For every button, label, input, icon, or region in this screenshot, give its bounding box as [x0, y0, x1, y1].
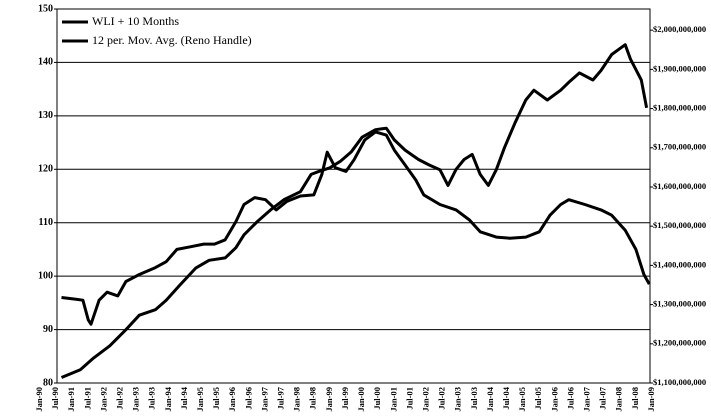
x-tick-label: Jan-93 — [131, 387, 141, 412]
legend-label: WLI + 10 Months — [92, 14, 179, 28]
x-tick-label: Jan-90 — [34, 387, 44, 412]
x-tick-label: Jul-99 — [340, 387, 350, 410]
x-tick-label: Jan-07 — [582, 386, 592, 411]
y2-tick-label: $1,500,000,000 — [653, 220, 706, 230]
y-tick-label: 110 — [39, 217, 53, 228]
y-tick-label: 90 — [43, 324, 53, 335]
x-tick-label: Jul-04 — [501, 386, 511, 409]
x-tick-label: Jul-96 — [243, 387, 253, 410]
y2-tick-label: $1,400,000,000 — [653, 259, 706, 269]
x-tick-label: Jul-98 — [308, 387, 318, 410]
x-tick-label: Jan-92 — [98, 387, 108, 412]
x-tick-label: Jan-04 — [485, 386, 495, 411]
x-tick-label: Jul-02 — [437, 387, 447, 410]
x-tick-label: Jan-97 — [259, 386, 269, 411]
x-tick-label: Jan-96 — [227, 387, 237, 412]
x-tick-label: Jul-05 — [533, 387, 543, 410]
x-tick-label: Jan-05 — [517, 387, 527, 412]
series-line — [61, 130, 651, 326]
y-tick-label: 150 — [38, 3, 53, 14]
x-tick-label: Jul-94 — [179, 386, 189, 409]
x-tick-label: Jul-07 — [598, 386, 608, 409]
x-tick-label: Jul-93 — [147, 387, 157, 410]
x-tick-label: Jul-00 — [372, 387, 382, 410]
x-tick-label: Jul-03 — [469, 387, 479, 410]
x-tick-label: Jan-08 — [614, 387, 624, 412]
x-tick-label: Jul-01 — [404, 387, 414, 410]
y2-tick-label: $1,200,000,000 — [653, 338, 706, 348]
series-line — [60, 43, 649, 379]
x-tick-label: Jul-95 — [211, 387, 221, 410]
x-tick-label: Jan-98 — [292, 387, 302, 412]
y2-tick-label: $1,600,000,000 — [653, 181, 706, 191]
y2-tick-label: $1,300,000,000 — [653, 299, 706, 309]
y2-tick-label: $1,800,000,000 — [653, 103, 706, 113]
x-tick-label: Jul-08 — [630, 387, 640, 410]
x-tick-label: Jan-06 — [549, 387, 559, 412]
x-tick-label: Jan-01 — [388, 387, 398, 412]
x-tick-label: Jan-94 — [163, 386, 173, 411]
x-tick-label: Jan-91 — [66, 387, 76, 412]
x-tick-label: Jan-95 — [195, 387, 205, 412]
plot-frame — [56, 8, 651, 384]
y-tick-label: 80 — [43, 377, 53, 388]
x-tick-label: Jul-92 — [114, 387, 124, 410]
y2-tick-label: $1,900,000,000 — [653, 63, 706, 73]
x-tick-label: Jan-99 — [324, 387, 334, 412]
y-tick-label: 100 — [38, 270, 53, 281]
x-tick-label: Jan-09 — [646, 387, 656, 412]
y-tick-label: 130 — [38, 110, 53, 121]
y2-tick-label: $1,700,000,000 — [653, 142, 706, 152]
y-tick-label: 120 — [38, 164, 53, 175]
x-tick-label: Jan-03 — [453, 387, 463, 412]
x-tick-label: Jul-90 — [50, 387, 60, 410]
x-tick-label: Jan-02 — [420, 387, 430, 412]
x-tick-label: Jul-06 — [565, 387, 575, 410]
y2-tick-label: $2,000,000,000 — [653, 24, 706, 34]
x-tick-label: Jul-91 — [82, 387, 92, 410]
x-tick-label: Jan-00 — [356, 387, 366, 412]
y2-tick-label: $1,100,000,000 — [653, 377, 706, 387]
x-tick-label: Jul-97 — [276, 386, 286, 409]
y-tick-label: 140 — [38, 57, 53, 68]
legend-label: 12 per. Mov. Avg. (Reno Handle) — [92, 33, 252, 47]
